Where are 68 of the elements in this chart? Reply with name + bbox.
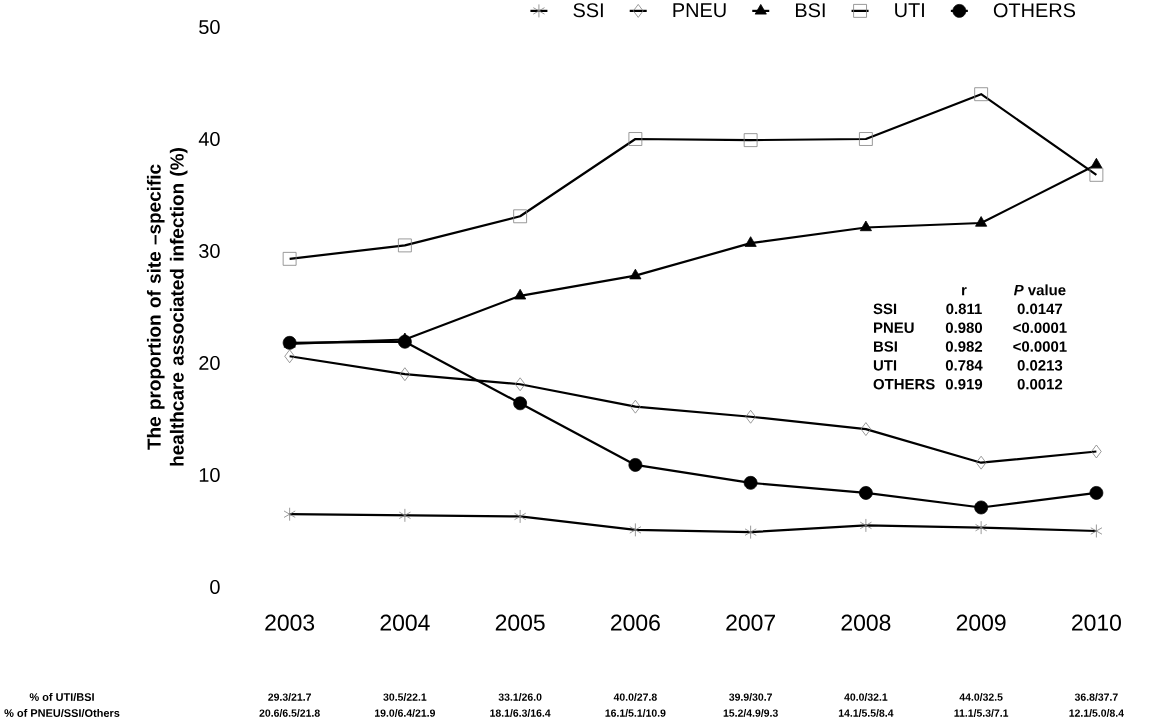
annotation: SSI [873, 303, 897, 315]
annotation: <0.0001 [1013, 322, 1067, 333]
y-tick-label: 40 [198, 131, 220, 147]
text: 39.9/30.7 [729, 693, 772, 701]
annotation: P value [1013, 284, 1066, 296]
legend-label: UTI [895, 3, 924, 18]
y-tick-label: 0 [210, 579, 220, 595]
annotation: 0.0012 [1017, 378, 1063, 390]
point [398, 334, 412, 349]
annotation: <0.0001 [1013, 341, 1067, 352]
x-tick-label: 2005 [495, 614, 545, 631]
annotation: 0.980 [945, 322, 983, 333]
y-tick-label: 30 [199, 243, 220, 259]
text: 40.0/27.8 [613, 693, 657, 701]
y-tick-label: 50 [199, 19, 220, 35]
x-tick-label: 2010 [1072, 614, 1121, 631]
text: % of PNEU/SSI/Others [4, 708, 120, 718]
text: 14.1/5.5/8.4 [838, 709, 894, 717]
annotation: UTI [873, 360, 897, 371]
text: 18.1/6.3/16.4 [490, 709, 551, 717]
y-tick-label: 10 [199, 467, 220, 483]
x-tick-label: 2004 [380, 614, 430, 631]
point [628, 458, 643, 472]
x-tick-label: 2006 [611, 614, 660, 631]
text: % of UTI/BSI [29, 692, 94, 702]
point [743, 475, 758, 490]
point [629, 268, 642, 280]
y-axis-title: The proportion of site –specific healthcare associated infection (%) [146, 148, 188, 466]
point [1090, 157, 1103, 169]
point [859, 486, 873, 500]
text: 29.3/21.7 [268, 693, 311, 701]
point [744, 236, 757, 247]
annotation: 0.784 [945, 360, 983, 371]
point [859, 220, 872, 232]
point [975, 216, 988, 227]
text: 30.5/22.1 [383, 693, 427, 701]
annotation: 0.0213 [1017, 360, 1063, 371]
x-tick-label: 2003 [265, 614, 315, 631]
x-tick-label: 2008 [841, 614, 891, 631]
annotation: 0.982 [945, 341, 983, 352]
annotation: 0.0147 [1017, 303, 1063, 315]
text: 40.0/32.1 [844, 693, 888, 701]
point [1089, 486, 1104, 500]
text: 19.0/6.4/21.9 [375, 709, 436, 717]
legend-label: PNEU [673, 3, 726, 18]
text: 15.2/4.9/9.3 [723, 709, 778, 717]
text: 33.1/26.0 [498, 693, 542, 701]
text: 11.1/5.3/7.1 [954, 709, 1009, 717]
legend-label: SSI [573, 3, 603, 18]
annotation: 0.811 [946, 303, 982, 315]
legend-label: OTHERS [993, 3, 1076, 18]
point [513, 396, 528, 411]
annotation: PNEU [874, 322, 914, 333]
annotation: r [962, 287, 967, 296]
text: 44.0/32.5 [959, 693, 1003, 701]
point [514, 288, 527, 300]
x-tick-label: 2009 [956, 614, 1006, 631]
legend-label: BSI [796, 3, 825, 18]
text: 16.1/5.1/10.9 [605, 709, 666, 717]
point [974, 500, 989, 515]
annotation: 0.919 [945, 378, 983, 390]
y-tick-label: 20 [199, 355, 220, 371]
text: 20.6/6.5/21.8 [259, 709, 320, 717]
text: 36.8/37.7 [1074, 693, 1118, 701]
x-tick-label: 2007 [726, 614, 775, 631]
text: 12.1/5.0/8.4 [1069, 709, 1124, 717]
annotation: OTHERS [873, 378, 935, 390]
annotation: BSI [874, 341, 897, 352]
